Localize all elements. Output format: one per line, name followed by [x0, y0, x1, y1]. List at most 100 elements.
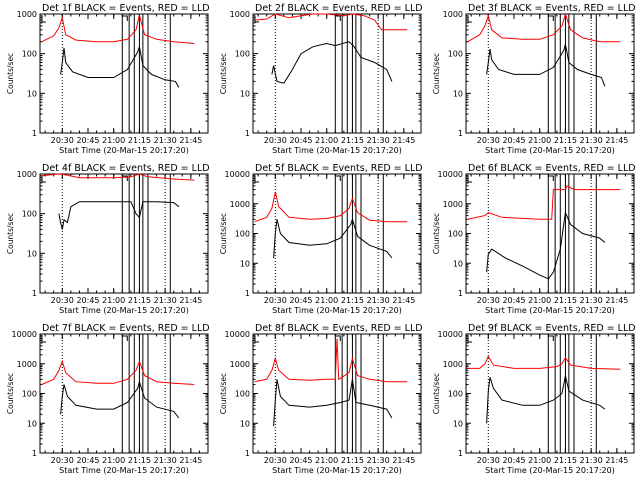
- x-tick-label: 21:30: [367, 456, 390, 465]
- y-tick-label: 100: [235, 390, 250, 399]
- corner-marker: [254, 336, 259, 343]
- plot-frame: [39, 13, 209, 134]
- corner-marker: [467, 336, 472, 343]
- x-tick-label: 20:45: [76, 296, 99, 305]
- y-tick-label: 1: [458, 129, 463, 138]
- y-axis-label: Counts/sec: [432, 53, 441, 94]
- series-lld-line: [467, 355, 621, 370]
- x-tick-label: 21:15: [341, 136, 364, 145]
- plot-frame: [39, 173, 209, 294]
- corner-marker: [41, 176, 46, 183]
- series-events-line: [60, 379, 180, 419]
- x-axis-label: Start Time (20-Mar-15 20:17:20): [59, 146, 189, 155]
- series-events-line: [60, 46, 180, 88]
- x-tick-label: 21:30: [580, 136, 603, 145]
- x-tick-label: 21:45: [392, 296, 415, 305]
- y-tick-label: 1000: [17, 170, 37, 179]
- chart-panel-1: Det 1f BLACK = Events, RED = LLD Counts/s…: [6, 3, 210, 155]
- x-tick-label: 21:45: [179, 296, 202, 305]
- y-axis-label: Counts/sec: [6, 373, 15, 414]
- chart-panel-8: Det 8f BLACK = Events, RED = LLD Counts/s…: [219, 323, 423, 475]
- series-lld-line: [254, 338, 408, 383]
- y-axis-label: Counts/sec: [219, 53, 228, 94]
- panel-title: Det 4f BLACK = Events, RED = LLD: [42, 163, 210, 174]
- panel-title: Det 5f BLACK = Events, RED = LLD: [255, 163, 423, 174]
- plot-frame: [465, 13, 635, 134]
- y-tick-label: 1: [32, 129, 37, 138]
- x-tick-label: 21:15: [554, 296, 577, 305]
- panel-title: Det 6f BLACK = Events, RED = LLD: [468, 163, 636, 174]
- x-tick-label: 21:15: [341, 456, 364, 465]
- y-axis-label: Counts/sec: [6, 53, 15, 94]
- x-axis-label: Start Time (20-Mar-15 20:17:20): [59, 306, 189, 315]
- plot-frame: [252, 173, 422, 294]
- chart-panel-4: Det 4f BLACK = Events, RED = LLD Counts/s…: [6, 163, 210, 315]
- y-tick-label: 1000: [443, 360, 463, 369]
- corner-marker: [335, 175, 341, 181]
- y-tick-label: 10: [240, 89, 250, 98]
- x-tick-label: 20:45: [502, 456, 525, 465]
- y-tick-label: 100: [448, 390, 463, 399]
- y-tick-label: 1000: [17, 360, 37, 369]
- x-tick-label: 21:30: [580, 296, 603, 305]
- chart-panel-2: Det 2f BLACK = Events, RED = LLD Counts/s…: [219, 3, 423, 155]
- x-tick-label: 21:00: [315, 296, 338, 305]
- y-tick-label: 1: [458, 289, 463, 298]
- corner-marker: [548, 175, 554, 181]
- y-tick-label: 100: [235, 50, 250, 59]
- x-tick-label: 21:30: [154, 136, 177, 145]
- x-tick-label: 21:15: [341, 296, 364, 305]
- y-tick-label: 10: [27, 249, 37, 258]
- x-tick-label: 20:30: [264, 456, 287, 465]
- y-tick-label: 1: [458, 449, 463, 458]
- x-tick-label: 20:30: [264, 136, 287, 145]
- y-tick-label: 100: [22, 390, 37, 399]
- y-tick-label: 1000: [443, 200, 463, 209]
- x-tick-label: 21:45: [392, 456, 415, 465]
- corner-marker: [467, 176, 472, 183]
- x-tick-label: 20:30: [264, 296, 287, 305]
- corner-marker: [254, 16, 259, 23]
- plot-frame: [39, 333, 209, 454]
- corner-marker: [41, 336, 46, 343]
- y-axis-label: Counts/sec: [432, 213, 441, 254]
- y-tick-label: 1: [245, 129, 250, 138]
- x-tick-label: 20:45: [289, 136, 312, 145]
- x-tick-label: 20:45: [289, 296, 312, 305]
- x-tick-label: 20:45: [502, 136, 525, 145]
- y-tick-label: 1000: [443, 10, 463, 19]
- y-axis-label: Counts/sec: [432, 373, 441, 414]
- series-events-line: [58, 201, 180, 230]
- y-tick-label: 1: [32, 289, 37, 298]
- chart-panel-6: Det 6f BLACK = Events, RED = LLD Counts/s…: [432, 163, 636, 315]
- x-tick-label: 20:45: [76, 136, 99, 145]
- x-tick-label: 20:30: [477, 456, 500, 465]
- x-tick-label: 21:45: [392, 136, 415, 145]
- series-lld-line: [41, 359, 195, 385]
- y-tick-label: 10: [453, 89, 463, 98]
- x-tick-label: 21:00: [528, 456, 551, 465]
- series-events-line: [271, 41, 393, 84]
- panel-title: Det 3f BLACK = Events, RED = LLD: [468, 3, 636, 14]
- x-axis-label: Start Time (20-Mar-15 20:17:20): [485, 466, 615, 475]
- y-tick-label: 10000: [225, 330, 250, 339]
- series-lld-line: [467, 185, 621, 220]
- series-lld-line: [254, 13, 408, 31]
- x-tick-label: 21:45: [605, 136, 628, 145]
- x-tick-label: 21:00: [315, 136, 338, 145]
- corner-marker: [41, 16, 46, 23]
- x-tick-label: 21:30: [367, 296, 390, 305]
- x-tick-label: 20:30: [477, 136, 500, 145]
- plot-frame: [465, 333, 635, 454]
- y-tick-label: 1000: [230, 10, 250, 19]
- y-tick-label: 10: [453, 259, 463, 268]
- corner-marker: [548, 15, 554, 21]
- y-tick-label: 1000: [230, 200, 250, 209]
- x-tick-label: 21:15: [554, 456, 577, 465]
- y-tick-label: 100: [448, 230, 463, 239]
- chart-panel-5: Det 5f BLACK = Events, RED = LLD Counts/s…: [219, 163, 423, 315]
- x-tick-label: 21:00: [102, 296, 125, 305]
- y-tick-label: 100: [448, 50, 463, 59]
- panel-title: Det 2f BLACK = Events, RED = LLD: [255, 3, 423, 14]
